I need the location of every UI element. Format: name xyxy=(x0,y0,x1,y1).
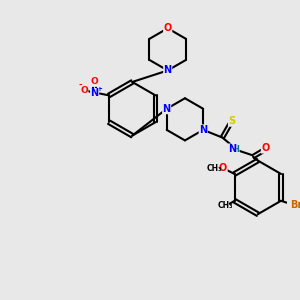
Text: O: O xyxy=(219,163,227,173)
Text: Br: Br xyxy=(290,200,300,210)
Text: CH₃: CH₃ xyxy=(207,164,222,173)
Text: O: O xyxy=(164,23,172,33)
Text: N: N xyxy=(163,104,171,114)
Text: +: + xyxy=(97,86,102,92)
Text: O: O xyxy=(261,143,270,153)
Text: O: O xyxy=(91,77,98,86)
Text: N: N xyxy=(164,65,172,76)
Text: N: N xyxy=(228,144,236,154)
Text: H: H xyxy=(232,145,239,154)
Text: CH₃: CH₃ xyxy=(217,201,233,210)
Text: O: O xyxy=(80,86,88,95)
Text: N: N xyxy=(199,125,207,135)
Text: N: N xyxy=(91,88,99,98)
Text: S: S xyxy=(228,116,236,126)
Text: -: - xyxy=(78,81,82,90)
